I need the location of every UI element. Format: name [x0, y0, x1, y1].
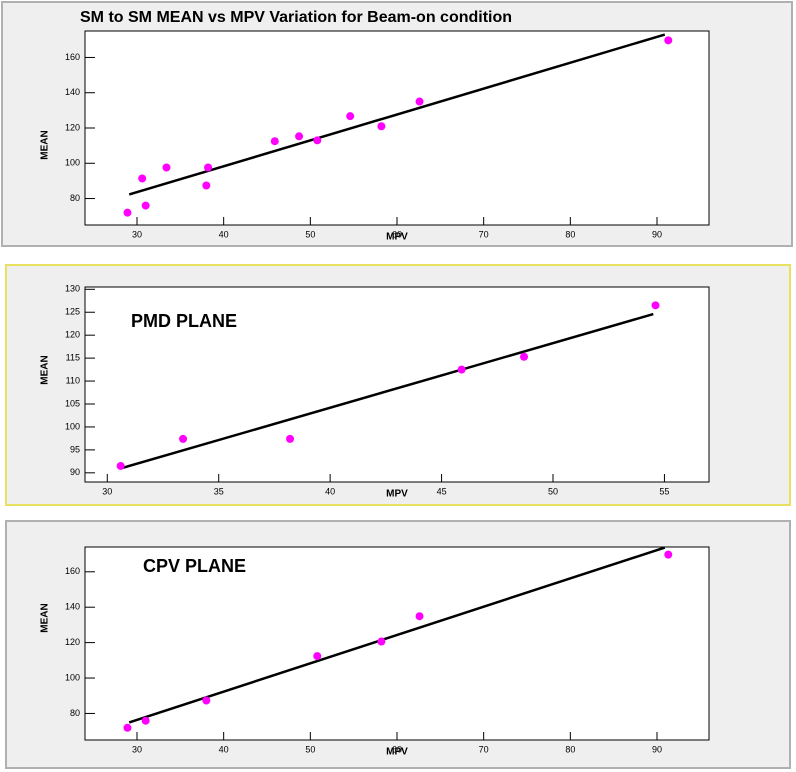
fit-line: [122, 312, 654, 469]
chart-title: SM to SM MEAN vs MPV Variation for Beam-…: [80, 9, 512, 26]
data-point: [141, 201, 150, 210]
y-tick-label: 95: [70, 444, 80, 454]
data-point: [377, 637, 386, 646]
data-point: [664, 36, 673, 45]
y-tick-label: 160: [65, 566, 80, 576]
data-point: [202, 696, 211, 705]
data-point: [123, 208, 132, 217]
y-axis-label: MEAN: [40, 130, 51, 159]
x-tick-label: 50: [305, 744, 315, 754]
x-tick-label: 55: [659, 486, 669, 496]
data-point: [162, 163, 171, 172]
y-tick-label: 120: [65, 122, 80, 132]
data-point: [313, 136, 322, 145]
x-tick-label: 90: [652, 229, 662, 239]
x-tick-label: 50: [305, 229, 315, 239]
x-tick-label: 30: [102, 486, 112, 496]
data-point: [651, 301, 660, 310]
plot-frame: [84, 30, 710, 226]
y-tick-label: 120: [65, 330, 80, 340]
data-point: [346, 112, 355, 121]
y-tick-label: 125: [65, 307, 80, 317]
y-axis-label: MEAN: [40, 603, 51, 632]
y-tick-label: 100: [65, 421, 80, 431]
y-axis-label: MEAN: [40, 355, 51, 384]
fit-line: [128, 546, 666, 724]
data-point: [415, 612, 424, 621]
x-tick-label: 30: [132, 744, 142, 754]
y-tick-label: 160: [65, 52, 80, 62]
y-tick-label: 120: [65, 637, 80, 647]
y-tick-label: 140: [65, 602, 80, 612]
data-point: [116, 461, 125, 470]
plot-frame: [84, 546, 710, 741]
y-tick-label: 90: [70, 467, 80, 477]
data-point: [313, 652, 322, 661]
x-tick-label: 40: [219, 744, 229, 754]
x-tick-label: 35: [214, 486, 224, 496]
data-point: [664, 550, 673, 559]
x-tick-label: 40: [325, 486, 335, 496]
data-point: [415, 97, 424, 106]
data-point: [520, 352, 529, 361]
x-tick-label: 80: [565, 744, 575, 754]
data-point: [377, 122, 386, 131]
x-tick-label: 60: [392, 744, 402, 754]
data-point: [295, 132, 304, 141]
data-point: [202, 181, 211, 190]
x-tick-label: 30: [132, 229, 142, 239]
annotation: CPV PLANE: [143, 556, 246, 576]
y-tick-label: 80: [70, 193, 80, 203]
fit-line: [128, 33, 666, 196]
x-axis-label: MPV: [386, 747, 408, 758]
x-tick-label: 70: [479, 744, 489, 754]
x-axis-label: MPV: [386, 489, 408, 500]
y-tick-label: 130: [65, 284, 80, 294]
x-tick-label: 40: [219, 229, 229, 239]
data-point: [457, 365, 466, 374]
x-axis-label: MPV: [386, 232, 408, 243]
x-tick-label: 45: [437, 486, 447, 496]
y-tick-label: 100: [65, 158, 80, 168]
data-point: [179, 434, 188, 443]
y-tick-label: 100: [65, 672, 80, 682]
y-tick-label: 80: [70, 708, 80, 718]
x-tick-label: 60: [392, 229, 402, 239]
data-point: [138, 174, 147, 183]
x-tick-label: 50: [548, 486, 558, 496]
x-tick-label: 90: [652, 744, 662, 754]
x-tick-label: 80: [565, 229, 575, 239]
data-point: [270, 137, 279, 146]
data-point: [141, 716, 150, 725]
y-tick-label: 110: [66, 375, 80, 385]
data-point: [204, 163, 213, 172]
y-tick-label: 115: [66, 352, 80, 362]
x-tick-label: 70: [479, 229, 489, 239]
data-point: [123, 723, 132, 732]
y-tick-label: 105: [65, 398, 80, 408]
y-tick-label: 140: [65, 87, 80, 97]
data-point: [286, 434, 295, 443]
annotation: PMD PLANE: [131, 311, 237, 331]
